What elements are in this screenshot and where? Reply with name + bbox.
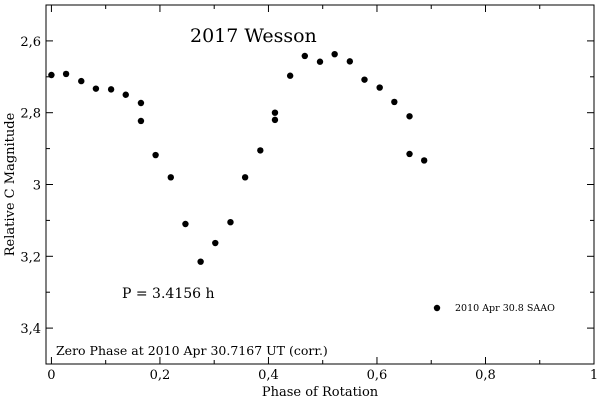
y-tick-label: 2,6 — [20, 35, 41, 50]
x-tick-label: 0,6 — [367, 368, 388, 383]
data-point — [301, 52, 309, 60]
x-tick-label: 0 — [47, 368, 55, 383]
x-tick-label: 0,8 — [475, 368, 496, 383]
data-point — [182, 220, 189, 228]
data-point — [361, 76, 368, 83]
data-point — [331, 50, 338, 58]
legend: 2010 Apr 30.8 SAAO — [433, 303, 555, 314]
data-point — [197, 258, 204, 265]
data-point — [346, 58, 354, 65]
legend-marker — [433, 304, 441, 312]
y-tick-label: 2,8 — [20, 107, 41, 122]
data-point — [271, 116, 279, 124]
data-point — [376, 84, 383, 91]
data-point — [316, 58, 324, 65]
data-point — [48, 71, 55, 79]
data-point — [227, 218, 234, 226]
data-point — [406, 113, 413, 120]
x-axis-label: Phase of Rotation — [262, 385, 379, 400]
x-tick-label: 0,2 — [150, 368, 171, 383]
data-point — [167, 174, 174, 181]
data-point — [406, 150, 413, 158]
legend-label: 2010 Apr 30.8 SAAO — [455, 303, 555, 314]
data-point — [78, 77, 85, 85]
data-point — [92, 85, 100, 92]
data-point — [62, 70, 70, 78]
y-tick-label: 3,4 — [20, 322, 41, 337]
chart-title: 2017 Wesson — [190, 25, 317, 47]
data-point — [137, 99, 145, 107]
data-point — [122, 91, 129, 98]
data-point — [420, 157, 428, 164]
data-points — [48, 50, 428, 265]
data-point — [391, 98, 398, 106]
data-point — [212, 239, 219, 247]
data-point — [257, 147, 264, 154]
period-annotation: P = 3.4156 h — [122, 286, 215, 302]
data-point — [107, 86, 115, 93]
zero-phase-annotation: Zero Phase at 2010 Apr 30.7167 UT (corr.… — [56, 343, 328, 358]
data-point — [286, 72, 294, 79]
axis-ticks — [46, 4, 595, 365]
x-tick-label: 0,4 — [258, 368, 279, 383]
data-point — [152, 151, 159, 159]
data-point — [137, 117, 145, 125]
data-point — [241, 174, 249, 181]
y-tick-label: 3 — [33, 179, 41, 194]
x-tick-label: 1 — [590, 368, 598, 383]
y-tick-label: 3,2 — [20, 250, 41, 265]
y-axis-label: Relative C Magnitude — [3, 112, 18, 256]
data-point — [271, 109, 279, 116]
tick-labels: 0 0,2 0,4 0,6 0,8 1 2,6 2,8 3 3,2 3,4 — [20, 35, 598, 383]
